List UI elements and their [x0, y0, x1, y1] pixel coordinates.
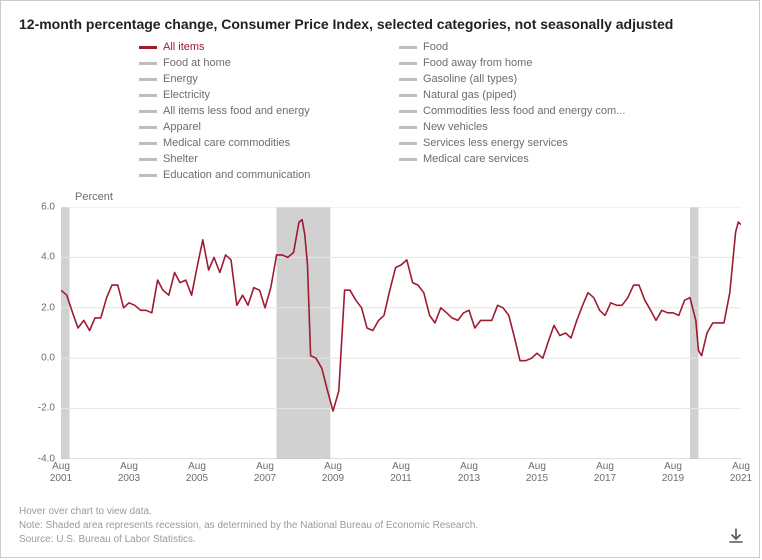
legend-item[interactable]: Energy	[139, 72, 399, 87]
note-recession: Note: Shaded area represents recession, …	[19, 519, 478, 533]
legend-item[interactable]: Services less energy services	[399, 136, 625, 151]
legend-swatch	[399, 126, 417, 129]
legend-label: All items less food and energy	[163, 105, 310, 117]
note-source: Source: U.S. Bureau of Labor Statistics.	[19, 533, 478, 547]
y-axis-label: Percent	[75, 191, 739, 203]
legend-item[interactable]: Gasoline (all types)	[399, 72, 625, 87]
y-tick-label: -2.0	[23, 403, 55, 414]
legend-label: Services less energy services	[423, 137, 568, 149]
recession-band	[277, 207, 331, 459]
legend-swatch	[139, 94, 157, 97]
legend-label: Shelter	[163, 153, 198, 165]
chart-title: 12-month percentage change, Consumer Pri…	[1, 1, 759, 40]
x-tick-label: Aug2001	[50, 461, 72, 485]
plot-area[interactable]: -4.0-2.00.02.04.06.0	[61, 207, 741, 459]
download-icon	[727, 527, 745, 545]
note-hover: Hover over chart to view data.	[19, 505, 478, 519]
legend-label: Food at home	[163, 57, 231, 69]
legend-item[interactable]: Food away from home	[399, 56, 625, 71]
legend-swatch	[139, 110, 157, 113]
legend-swatch	[139, 78, 157, 81]
legend-column-1: All items Food at home Energy Electricity Al…	[139, 40, 399, 183]
legend-swatch	[139, 174, 157, 177]
legend-swatch	[399, 142, 417, 145]
legend-swatch	[139, 158, 157, 161]
legend-label: Medical care services	[423, 153, 529, 165]
x-tick-label: Aug2015	[526, 461, 548, 485]
x-tick-label: Aug2007	[254, 461, 276, 485]
x-tick-label: Aug2017	[594, 461, 616, 485]
legend-swatch	[139, 126, 157, 129]
legend-swatch	[139, 62, 157, 65]
legend-swatch	[399, 110, 417, 113]
legend-swatch	[399, 94, 417, 97]
y-tick-label: 2.0	[23, 302, 55, 313]
legend-item[interactable]: Apparel	[139, 120, 399, 135]
legend-label: All items	[163, 41, 205, 53]
legend-label: Education and communication	[163, 169, 310, 181]
legend: All items Food at home Energy Electricity Al…	[1, 40, 759, 189]
x-tick-label: Aug2005	[186, 461, 208, 485]
legend-label: Apparel	[163, 121, 201, 133]
legend-swatch	[399, 46, 417, 49]
legend-item[interactable]: Natural gas (piped)	[399, 88, 625, 103]
legend-item[interactable]: All items less food and energy	[139, 104, 399, 119]
legend-item[interactable]: New vehicles	[399, 120, 625, 135]
legend-label: Energy	[163, 73, 198, 85]
legend-label: New vehicles	[423, 121, 488, 133]
legend-item[interactable]: Education and communication	[139, 168, 399, 183]
legend-swatch	[399, 62, 417, 65]
series-all-items	[61, 219, 741, 411]
x-tick-label: Aug2013	[458, 461, 480, 485]
recession-band	[61, 207, 70, 459]
legend-label: Food away from home	[423, 57, 532, 69]
legend-label: Medical care commodities	[163, 137, 290, 149]
legend-swatch	[139, 46, 157, 49]
legend-label: Food	[423, 41, 448, 53]
legend-swatch	[139, 142, 157, 145]
legend-swatch	[399, 78, 417, 81]
legend-item[interactable]: Electricity	[139, 88, 399, 103]
legend-swatch	[399, 158, 417, 161]
legend-item[interactable]: Food at home	[139, 56, 399, 71]
x-tick-label: Aug2021	[730, 461, 752, 485]
chart-svg	[61, 207, 741, 459]
x-tick-label: Aug2011	[390, 461, 412, 485]
y-tick-label: 4.0	[23, 252, 55, 263]
download-button[interactable]	[727, 527, 745, 545]
legend-label: Electricity	[163, 89, 210, 101]
x-tick-label: Aug2009	[322, 461, 344, 485]
legend-item[interactable]: Commodities less food and energy com...	[399, 104, 625, 119]
y-tick-label: 6.0	[23, 201, 55, 212]
x-tick-label: Aug2003	[118, 461, 140, 485]
chart-card: 12-month percentage change, Consumer Pri…	[0, 0, 760, 558]
legend-item[interactable]: Shelter	[139, 152, 399, 167]
legend-label: Commodities less food and energy com...	[423, 105, 625, 117]
legend-item[interactable]: Food	[399, 40, 625, 55]
legend-label: Gasoline (all types)	[423, 73, 517, 85]
y-tick-label: 0.0	[23, 353, 55, 364]
legend-label: Natural gas (piped)	[423, 89, 517, 101]
legend-item[interactable]: All items	[139, 40, 399, 55]
legend-item[interactable]: Medical care commodities	[139, 136, 399, 151]
chart-notes: Hover over chart to view data. Note: Sha…	[19, 505, 478, 547]
legend-column-2: Food Food away from home Gasoline (all typ…	[399, 40, 625, 183]
legend-item[interactable]: Medical care services	[399, 152, 625, 167]
chart-area: Percent -4.0-2.00.02.04.06.0 Aug2001Aug2…	[21, 191, 739, 459]
x-tick-label: Aug2019	[662, 461, 684, 485]
